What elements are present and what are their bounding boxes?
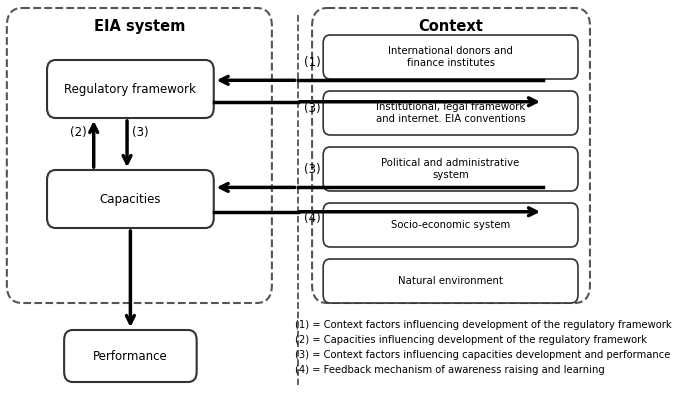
Text: (3): (3)	[132, 126, 149, 139]
Text: Political and administrative
system: Political and administrative system	[382, 158, 519, 180]
FancyBboxPatch shape	[7, 8, 272, 303]
Text: (2): (2)	[70, 126, 87, 139]
Text: (3): (3)	[304, 102, 321, 115]
Text: Capacities: Capacities	[99, 192, 161, 205]
Text: Performance: Performance	[93, 349, 168, 362]
Text: Socio-economic system: Socio-economic system	[391, 220, 510, 230]
Text: (3) = Context factors influencing capacities development and performance: (3) = Context factors influencing capaci…	[295, 350, 671, 360]
Text: (1) = Context factors influencing development of the regulatory framework: (1) = Context factors influencing develo…	[295, 320, 671, 330]
Text: Context: Context	[419, 18, 484, 34]
FancyBboxPatch shape	[323, 35, 578, 79]
Text: (3): (3)	[304, 163, 321, 176]
FancyBboxPatch shape	[312, 8, 590, 303]
FancyBboxPatch shape	[64, 330, 197, 382]
FancyBboxPatch shape	[323, 203, 578, 247]
FancyBboxPatch shape	[323, 259, 578, 303]
Text: International donors and
finance institutes: International donors and finance institu…	[388, 46, 513, 68]
Text: Institutional, legal framework
and internet. EIA conventions: Institutional, legal framework and inter…	[376, 102, 526, 124]
Text: (2) = Capacities influencing development of the regulatory framework: (2) = Capacities influencing development…	[295, 335, 647, 345]
Text: (1): (1)	[304, 56, 321, 69]
FancyBboxPatch shape	[47, 170, 214, 228]
Text: (4) = Feedback mechanism of awareness raising and learning: (4) = Feedback mechanism of awareness ra…	[295, 365, 605, 375]
FancyBboxPatch shape	[323, 91, 578, 135]
Text: Natural environment: Natural environment	[398, 276, 503, 286]
FancyBboxPatch shape	[323, 147, 578, 191]
Text: EIA system: EIA system	[94, 18, 185, 34]
FancyBboxPatch shape	[47, 60, 214, 118]
Text: (4): (4)	[304, 212, 321, 225]
Text: Regulatory framework: Regulatory framework	[64, 82, 196, 95]
